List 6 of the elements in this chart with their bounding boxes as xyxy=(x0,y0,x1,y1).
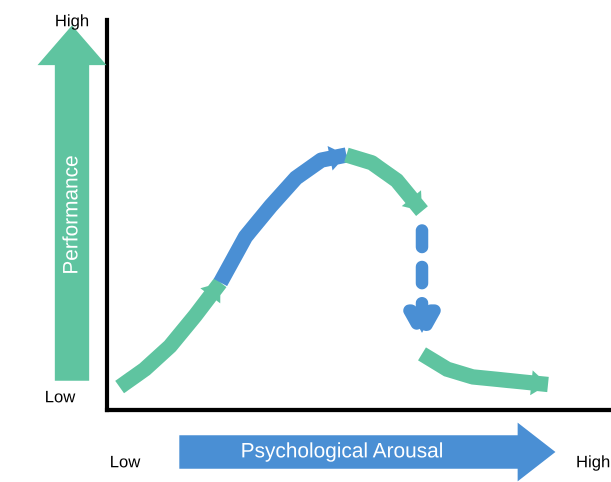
y-axis-title: Performance xyxy=(62,156,78,273)
x-axis-title: Psychological Arousal xyxy=(242,442,442,462)
text: Low xyxy=(46,390,76,402)
text: High xyxy=(577,455,610,471)
text: High xyxy=(56,14,88,30)
text: Low xyxy=(111,456,140,468)
